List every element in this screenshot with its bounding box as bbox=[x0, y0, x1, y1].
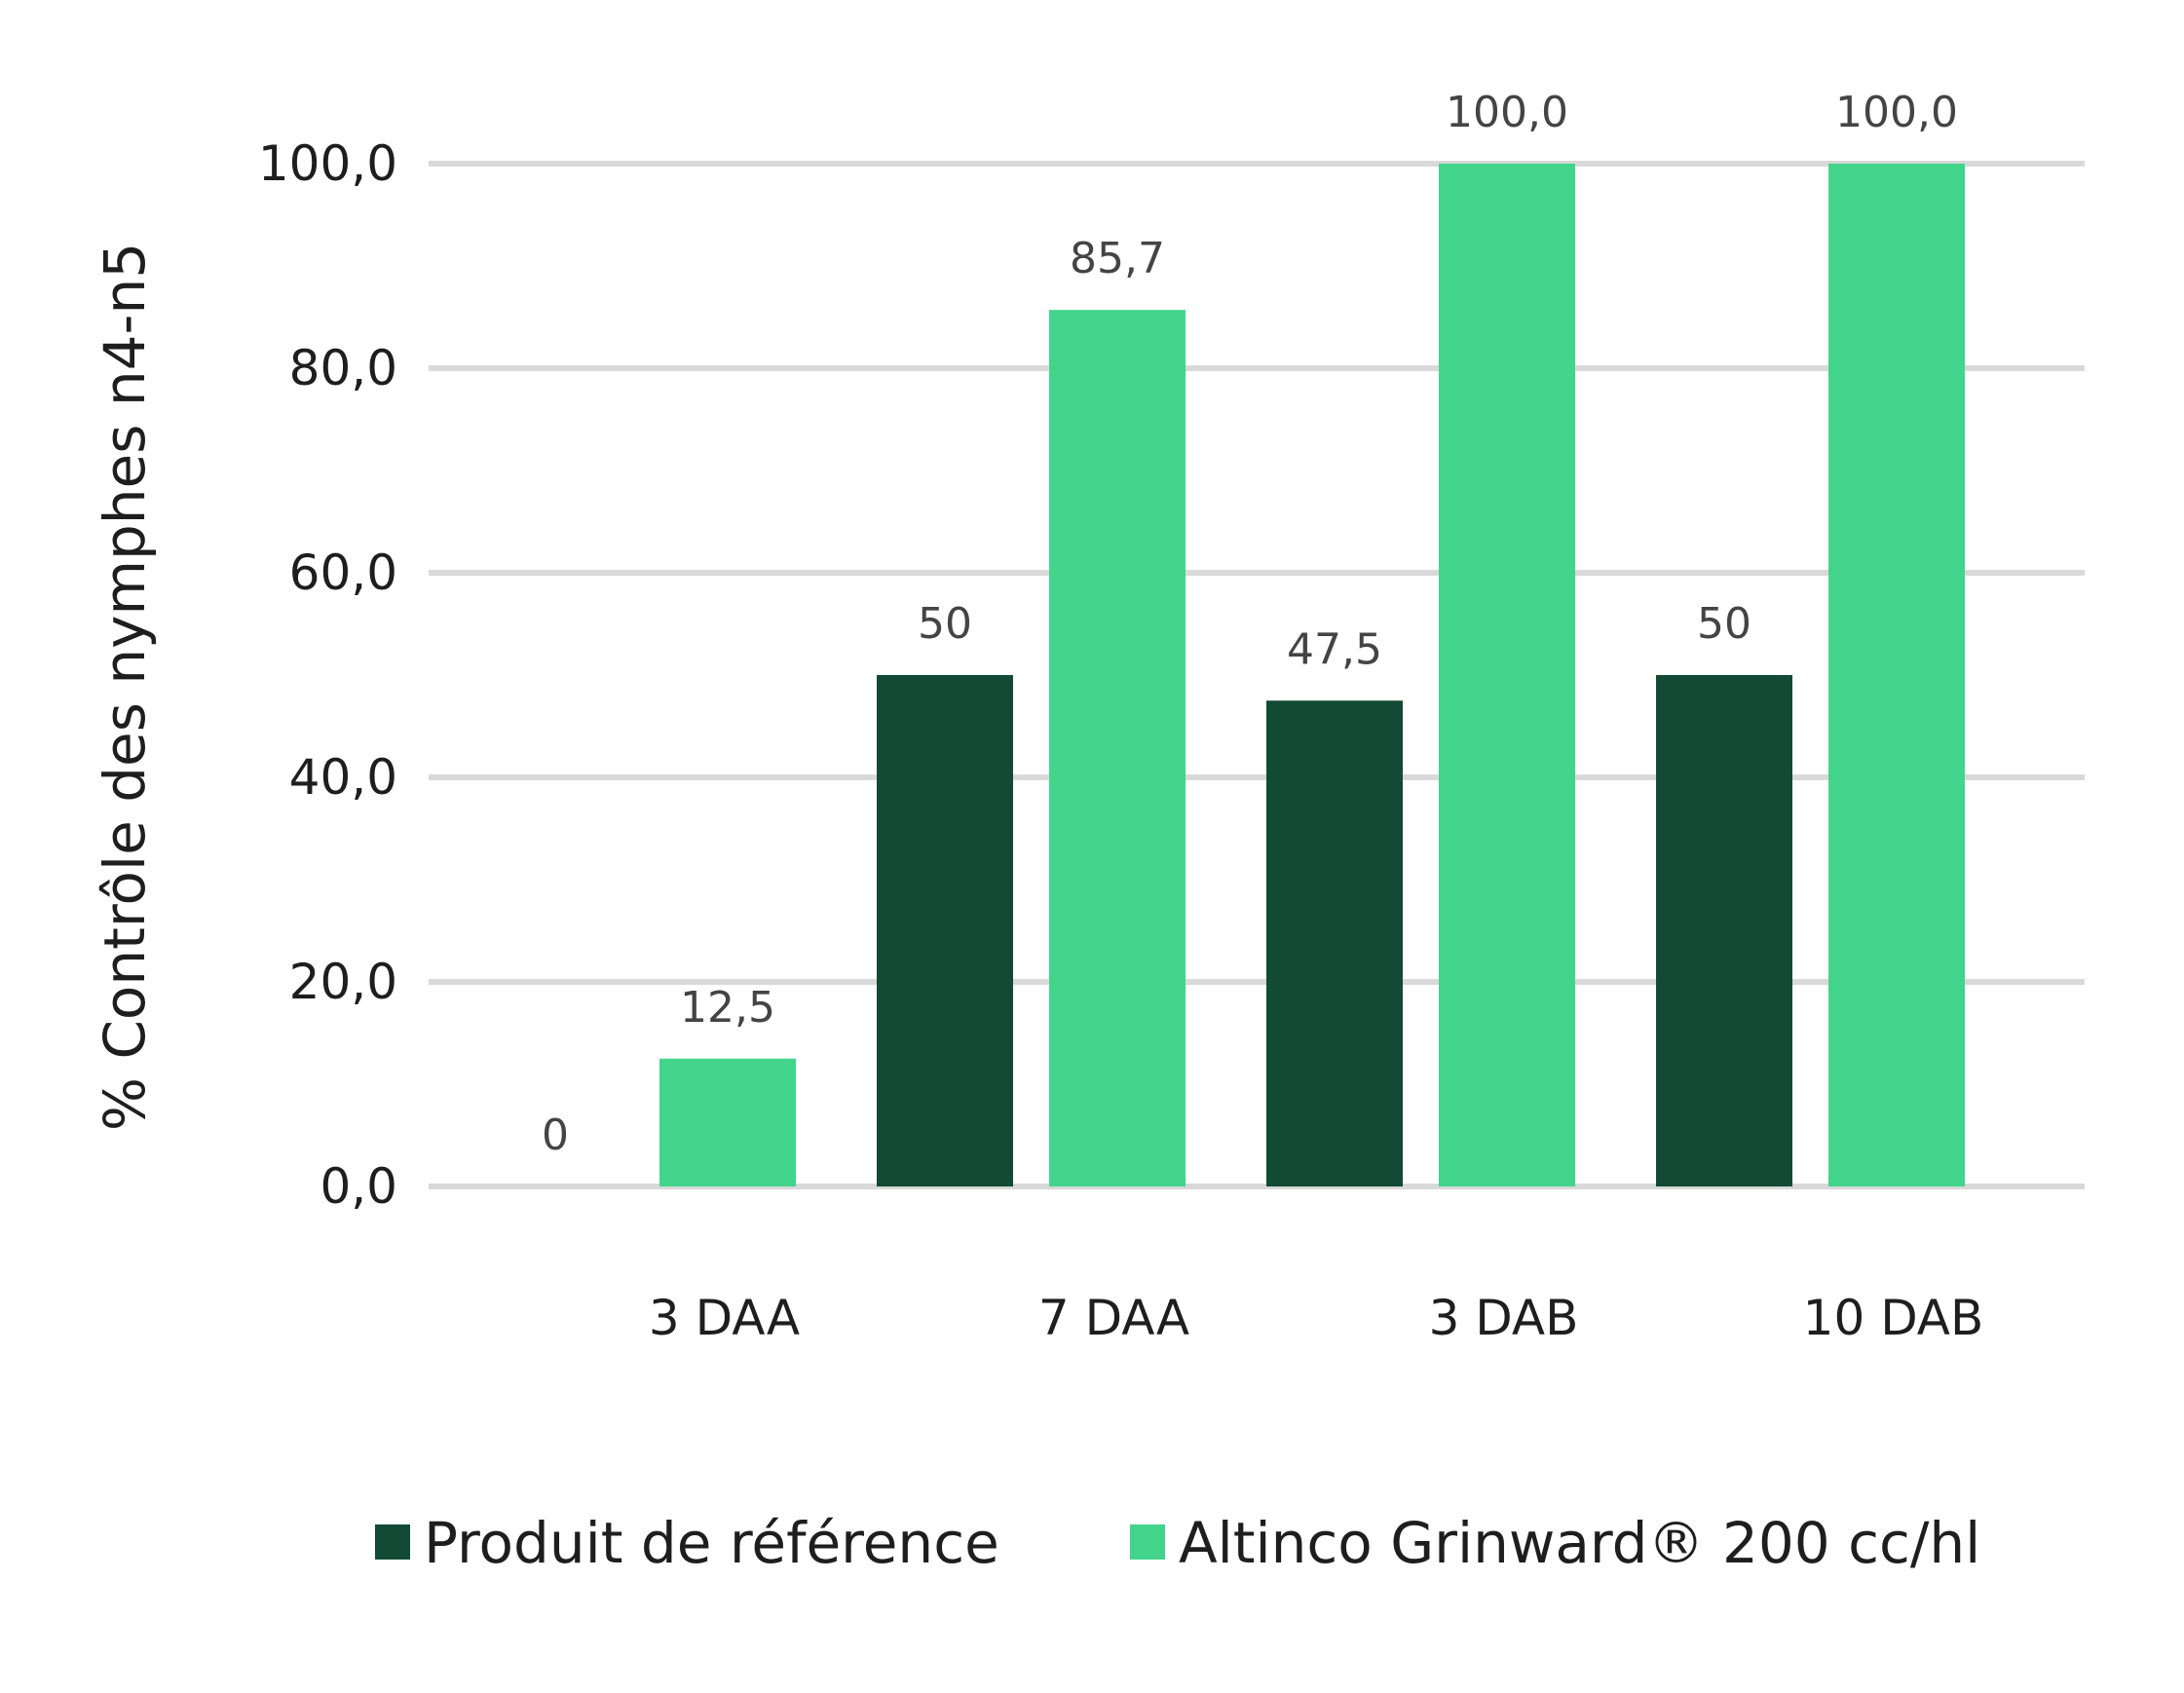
legend-swatch bbox=[375, 1524, 410, 1560]
legend-swatch bbox=[1130, 1524, 1165, 1560]
bar-altinco bbox=[1049, 310, 1186, 1186]
x-axis-ticks: 3 DAA 7 DAA 3 DAB 10 DAB bbox=[649, 1290, 1983, 1346]
x-tick-label: 7 DAA bbox=[1038, 1290, 1189, 1346]
bar-altinco bbox=[1439, 164, 1575, 1186]
data-label: 85,7 bbox=[1070, 234, 1165, 283]
y-tick-label: 0,0 bbox=[320, 1158, 397, 1215]
data-labels: 0 12,5 50 85,7 47,5 100,0 50 100,0 bbox=[542, 88, 1958, 1160]
data-label: 100,0 bbox=[1446, 88, 1568, 137]
x-tick-label: 3 DAB bbox=[1429, 1290, 1579, 1346]
y-tick-label: 20,0 bbox=[289, 954, 397, 1010]
bar-altinco bbox=[659, 1058, 796, 1186]
legend-label: Produit de référence bbox=[424, 1510, 999, 1576]
y-tick-label: 40,0 bbox=[289, 749, 397, 806]
data-label: 50 bbox=[918, 599, 972, 649]
bars bbox=[659, 164, 1965, 1186]
data-label: 50 bbox=[1697, 599, 1751, 649]
legend: Produit de référence Altinco Grinward® 20… bbox=[375, 1510, 1980, 1576]
y-axis-title: % Contrôle des nymphes n4-n5 bbox=[92, 243, 158, 1131]
data-label: 47,5 bbox=[1287, 624, 1382, 674]
x-tick-label: 3 DAA bbox=[649, 1290, 800, 1346]
data-label: 12,5 bbox=[680, 983, 775, 1033]
bar-altinco bbox=[1828, 164, 1965, 1186]
x-tick-label: 10 DAB bbox=[1803, 1290, 1984, 1346]
y-axis-ticks: 0,0 20,0 40,0 60,0 80,0 100,0 bbox=[258, 135, 397, 1215]
gridlines bbox=[429, 161, 2085, 1189]
bar-reference bbox=[877, 675, 1013, 1186]
data-label: 100,0 bbox=[1835, 88, 1958, 137]
y-tick-label: 100,0 bbox=[258, 135, 397, 192]
legend-label: Altinco Grinward® 200 cc/hl bbox=[1179, 1510, 1980, 1576]
bar-reference bbox=[1656, 675, 1792, 1186]
y-tick-label: 60,0 bbox=[289, 545, 397, 601]
data-label: 0 bbox=[542, 1110, 569, 1160]
bar-reference bbox=[1266, 700, 1403, 1186]
y-tick-label: 80,0 bbox=[289, 340, 397, 396]
